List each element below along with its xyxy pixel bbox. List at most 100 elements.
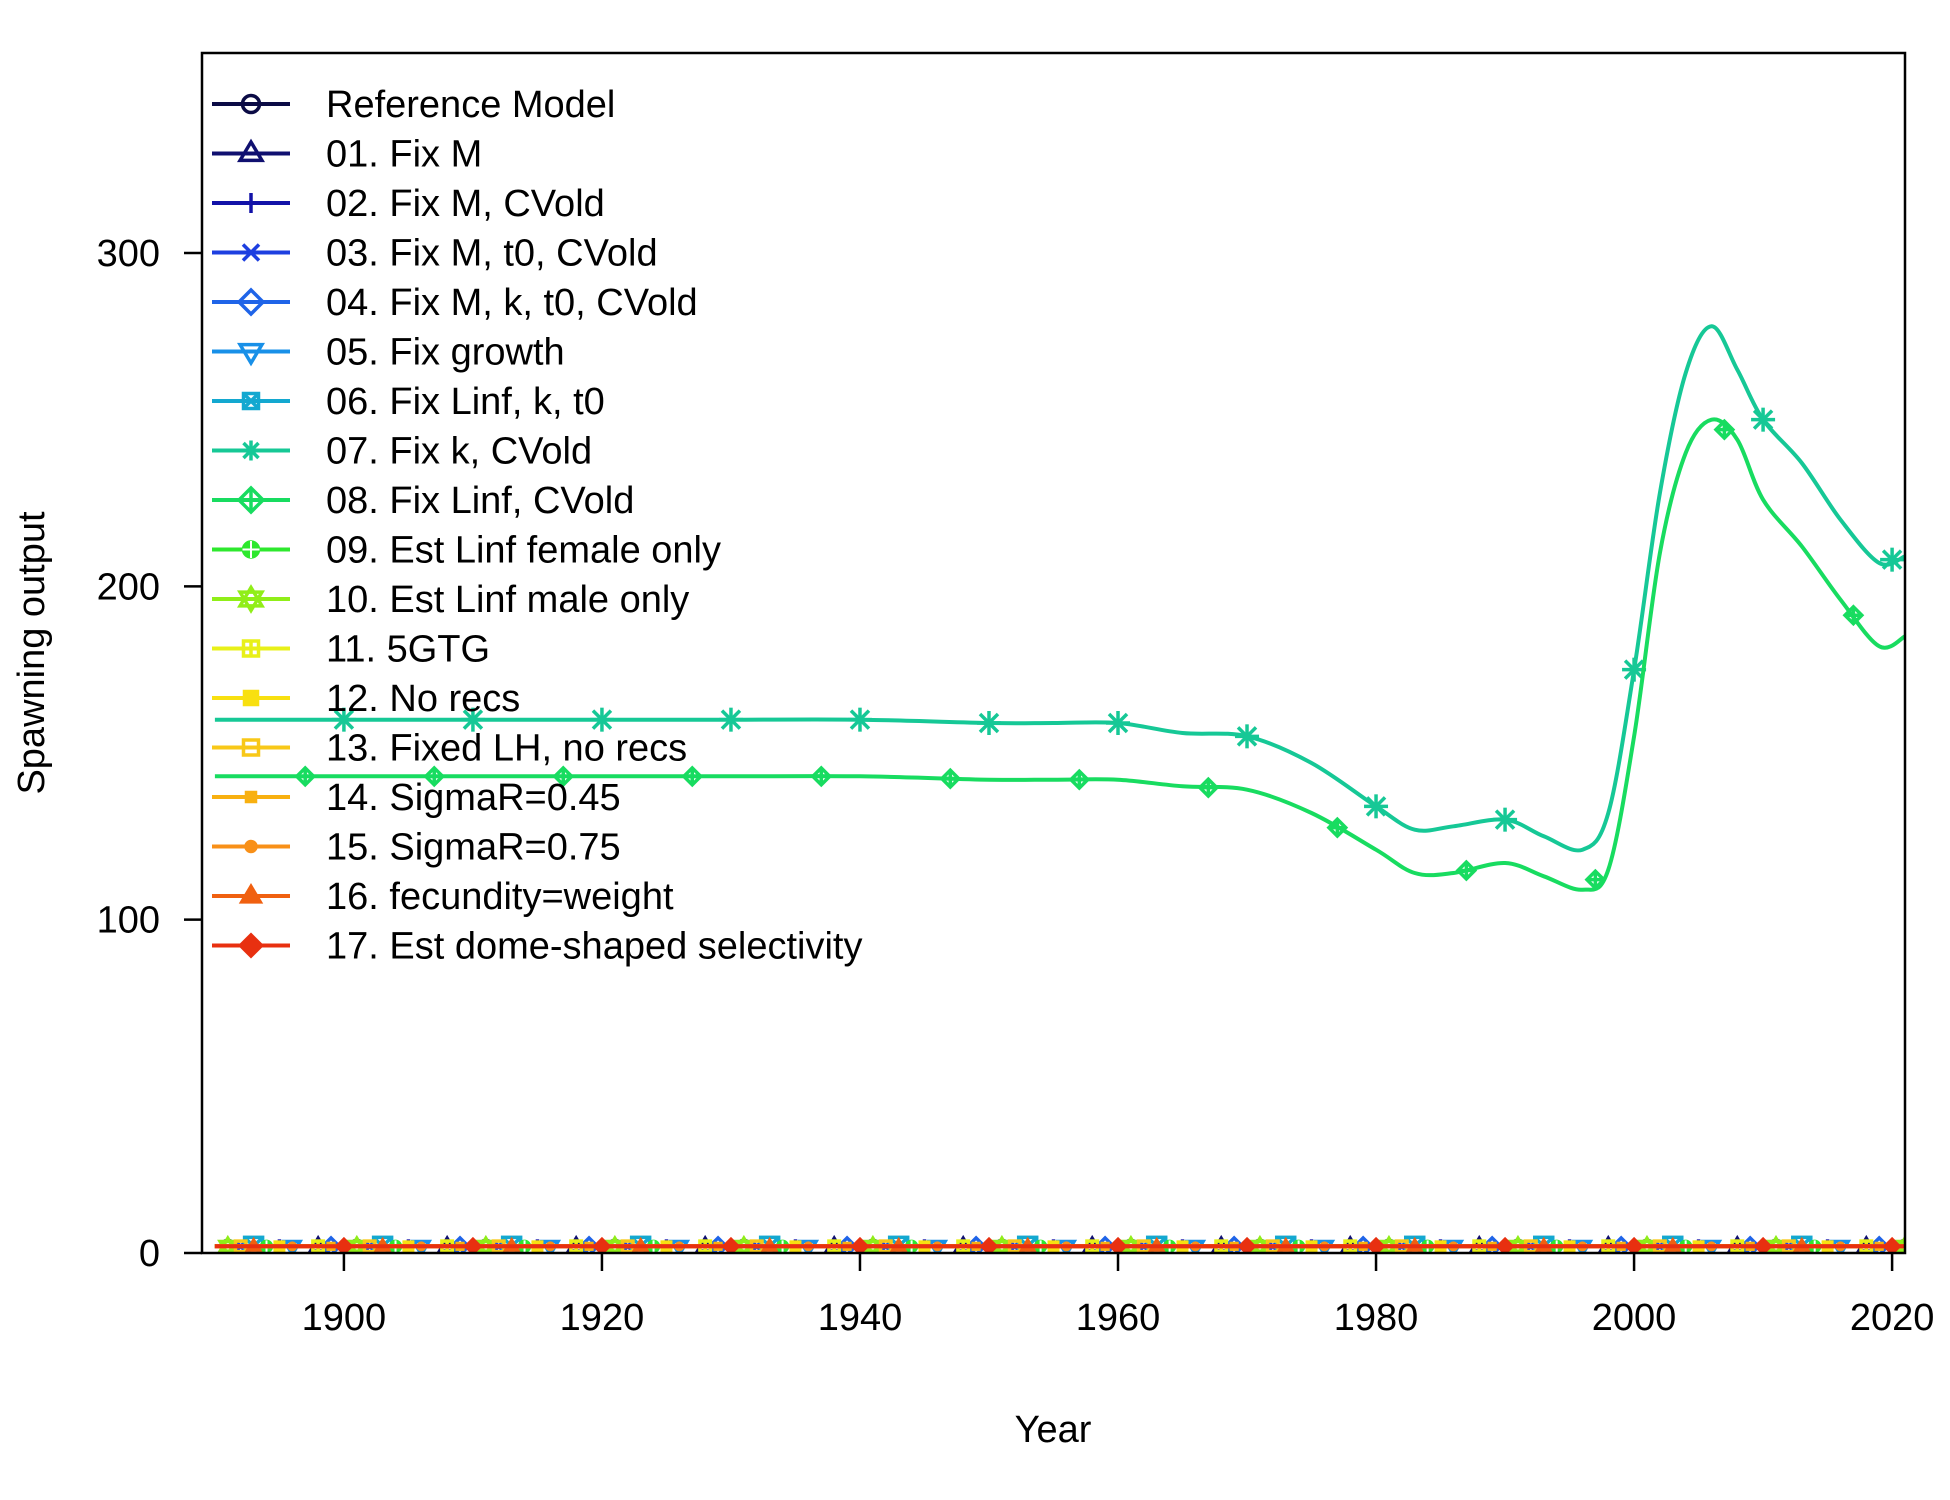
- series-18-marker: [721, 1236, 741, 1253]
- series-8-marker: [589, 707, 614, 732]
- y-tick-label-300: 300: [97, 233, 160, 275]
- series-8-marker: [1235, 724, 1260, 749]
- x-tick-label-1940: 1940: [818, 1297, 903, 1339]
- x-tick-label-1980: 1980: [1334, 1297, 1419, 1339]
- series-line-9: [214, 417, 1905, 892]
- legend-label-14: 13. Fixed LH, no recs: [326, 728, 687, 770]
- series-18-marker: [1624, 1236, 1644, 1253]
- series-9-marker: [1068, 768, 1091, 791]
- series-9-marker: [681, 765, 704, 788]
- legend-label-1: Reference Model: [326, 84, 615, 126]
- x-axis-title: Year: [1015, 1409, 1092, 1451]
- legend-label-15: 14. SigmaR=0.45: [326, 777, 621, 819]
- series-8: [214, 324, 1905, 853]
- series-5-marker: [1094, 1235, 1116, 1253]
- series-8-marker: [331, 707, 356, 732]
- series-18-marker: [463, 1236, 483, 1253]
- legend-marker-11: [237, 584, 265, 614]
- series-8-marker: [847, 707, 872, 732]
- series-5-marker: [1223, 1235, 1245, 1253]
- legend-item-16: 15. SigmaR=0.75: [212, 827, 621, 869]
- series-18-marker: [979, 1236, 999, 1253]
- legend-label-10: 09. Est Linf female only: [326, 530, 721, 572]
- series-8-marker: [976, 711, 1001, 735]
- legend-label-17: 16. fecundity=weight: [326, 876, 674, 918]
- legend-item-11: 10. Est Linf male only: [212, 579, 689, 621]
- x-tick-label-1960: 1960: [1076, 1297, 1161, 1339]
- series-9-marker: [939, 767, 962, 790]
- legend-marker-9: [236, 485, 266, 515]
- legend-marker-6: [237, 342, 265, 367]
- y-axis-title: Spawning output: [11, 511, 53, 795]
- legend: Reference Model 01. Fix M 02. Fix M, CVold…: [212, 84, 863, 968]
- legend-marker-10: [241, 540, 261, 559]
- legend-label-9: 08. Fix Linf, CVold: [326, 480, 634, 522]
- series-18-marker: [592, 1236, 612, 1253]
- legend-marker-1: [240, 93, 262, 115]
- series-9-marker: [810, 765, 833, 788]
- legend-item-14: 13. Fixed LH, no recs: [212, 728, 687, 770]
- series-9-marker: [1584, 868, 1607, 891]
- series-layer: [214, 324, 1905, 1253]
- legend-marker-15: [244, 790, 258, 804]
- series-9-marker: [1197, 776, 1220, 799]
- legend-item-5: 04. Fix M, k, t0, CVold: [212, 282, 698, 324]
- legend-label-8: 07. Fix k, CVold: [326, 431, 592, 473]
- series-5-marker: [449, 1235, 471, 1253]
- series-5-marker: [1868, 1235, 1891, 1253]
- legend-item-15: 14. SigmaR=0.45: [212, 777, 621, 819]
- series-18-marker: [1753, 1236, 1773, 1253]
- series-9-marker: [552, 765, 575, 788]
- legend-item-1: Reference Model: [212, 84, 615, 126]
- series-5-marker: [707, 1235, 729, 1253]
- plot-frame: [200, 51, 1907, 1255]
- legend-label-18: 17. Est dome-shaped selectivity: [326, 926, 863, 968]
- series-9-marker: [1326, 816, 1349, 839]
- series-18-marker: [1237, 1236, 1257, 1253]
- series-18-marker: [334, 1236, 354, 1253]
- legend-item-2: 01. Fix M: [212, 134, 482, 176]
- legend-marker-17: [238, 883, 264, 904]
- series-18-marker: [1108, 1236, 1128, 1253]
- legend-label-12: 11. 5GTG: [326, 629, 490, 671]
- series-18-marker: [1495, 1236, 1515, 1253]
- legend-marker-3: [241, 193, 261, 213]
- legend-marker-7: [241, 391, 261, 411]
- series-18-marker: [850, 1236, 870, 1253]
- series-8-marker: [1751, 407, 1776, 432]
- legend-label-2: 01. Fix M: [326, 134, 482, 176]
- legend-label-7: 06. Fix Linf, k, t0: [326, 381, 605, 423]
- legend-label-13: 12. No recs: [326, 678, 520, 720]
- legend-marker-8: [241, 440, 261, 461]
- legend-item-18: 17. Est dome-shaped selectivity: [212, 926, 863, 968]
- series-5-marker: [1481, 1235, 1504, 1253]
- axes-layer: 1900 1920 1940 1960 1980 2000 2020 0 100 200 300: [97, 233, 1935, 1339]
- legend-label-16: 15. SigmaR=0.75: [326, 827, 621, 869]
- series-9-marker: [294, 765, 317, 788]
- series-9-marker: [423, 765, 446, 788]
- legend-item-6: 05. Fix growth: [212, 332, 565, 374]
- x-tick-label-1920: 1920: [560, 1297, 645, 1339]
- series-8-marker: [1364, 794, 1389, 819]
- legend-item-8: 07. Fix k, CVold: [212, 431, 592, 473]
- legend-item-9: 08. Fix Linf, CVold: [212, 480, 634, 522]
- legend-marker-18: [237, 932, 265, 959]
- y-tick-label-0: 0: [139, 1233, 160, 1275]
- series-9-marker: [1842, 604, 1865, 627]
- legend-label-4: 03. Fix M, t0, CVold: [326, 233, 658, 275]
- y-tick-label-100: 100: [97, 900, 160, 942]
- legend-marker-13: [242, 689, 260, 707]
- y-tick-label-200: 200: [97, 566, 160, 608]
- series-9-marker: [1455, 859, 1478, 882]
- legend-item-3: 02. Fix M, CVold: [212, 183, 605, 225]
- series-5-marker: [320, 1235, 342, 1253]
- series-9-marker: [1713, 418, 1736, 441]
- series-18: [214, 1236, 1905, 1253]
- series-5-marker: [965, 1235, 987, 1253]
- legend-marker-16: [244, 839, 258, 854]
- x-tick-label-2000: 2000: [1592, 1297, 1677, 1339]
- legend-label-11: 10. Est Linf male only: [326, 579, 689, 621]
- series-8-marker: [1493, 807, 1518, 832]
- series-9: [214, 417, 1905, 892]
